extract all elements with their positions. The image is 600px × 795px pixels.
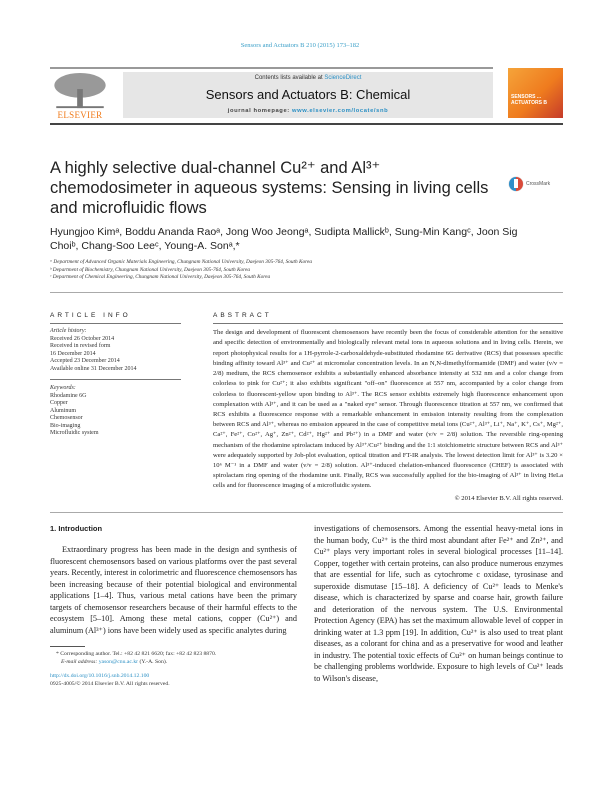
journal-reference: Sensors and Actuators B 210 (2015) 173–1… <box>240 42 360 49</box>
affiliations: ᵃ Department of Advanced Organic Materia… <box>50 259 313 281</box>
crossmark-badge[interactable]: CrossMark <box>508 176 550 192</box>
front-matter: ARTICLE INFO Article history: Received 2… <box>50 311 563 503</box>
homepage-link[interactable]: www.elsevier.com/locate/snb <box>292 108 389 114</box>
elsevier-wordmark: ELSEVIER <box>57 110 103 120</box>
author-list: Hyungjoo Kimᵃ, Boddu Ananda Raoᵃ, Jong W… <box>50 226 518 252</box>
abstract-heading: ABSTRACT <box>213 312 272 320</box>
abstract-copyright: © 2014 Elsevier B.V. All rights reserved… <box>454 494 563 502</box>
keywords: Keywords: Rhodamine 6G Copper Aluminum C… <box>50 385 99 437</box>
divider <box>50 323 181 325</box>
journal-homepage: journal homepage: www.elsevier.com/locat… <box>227 108 389 114</box>
crossmark-icon <box>508 176 524 192</box>
divider <box>50 646 85 648</box>
abstract-text: The design and development of fluorescen… <box>213 329 563 490</box>
abstract-section: ABSTRACT The design and development of f… <box>213 311 563 503</box>
intro-left-column: Extraordinary progress has been made in … <box>50 545 297 635</box>
divider <box>50 67 493 69</box>
divider <box>50 291 563 294</box>
article-title: A highly selective dual-channel Cu²⁺ and… <box>50 159 489 217</box>
journal-cover: SENSORS ... ACTUATORS B <box>508 68 563 118</box>
article-body: A highly selective dual-channel Cu²⁺ and… <box>50 158 563 688</box>
elsevier-tree-logo <box>50 72 110 112</box>
article-info-heading: ARTICLE INFO <box>50 312 131 320</box>
divider <box>50 123 563 125</box>
issn-line: 0925-4005/© 2014 Elsevier B.V. All right… <box>50 681 170 688</box>
sciencedirect-link[interactable]: ScienceDirect <box>324 75 362 81</box>
divider <box>50 511 563 514</box>
left-column: 1. Introduction Extraordinary progress h… <box>50 523 297 688</box>
divider <box>50 379 181 381</box>
journal-name: Sensors and Actuators B: Chemical <box>205 87 411 102</box>
intro-columns: 1. Introduction Extraordinary progress h… <box>50 523 563 688</box>
article-history: Article history: Received 26 October 201… <box>50 328 137 372</box>
doi-link[interactable]: http://dx.doi.org/10.1016/j.snb.2014.12.… <box>50 673 150 680</box>
divider <box>213 323 563 325</box>
footnotes: * Corresponding author. Tel.: +82 42 821… <box>50 646 297 688</box>
section-heading: 1. Introduction <box>50 524 103 534</box>
contents-line: Contents lists available at ScienceDirec… <box>254 75 362 81</box>
intro-right-column: investigations of chemosensors. Among th… <box>314 524 563 683</box>
article-info: ARTICLE INFO Article history: Received 2… <box>50 311 181 503</box>
journal-banner: Contents lists available at ScienceDirec… <box>123 72 493 118</box>
email-link[interactable]: yason@cnu.ac.kr <box>98 659 139 666</box>
